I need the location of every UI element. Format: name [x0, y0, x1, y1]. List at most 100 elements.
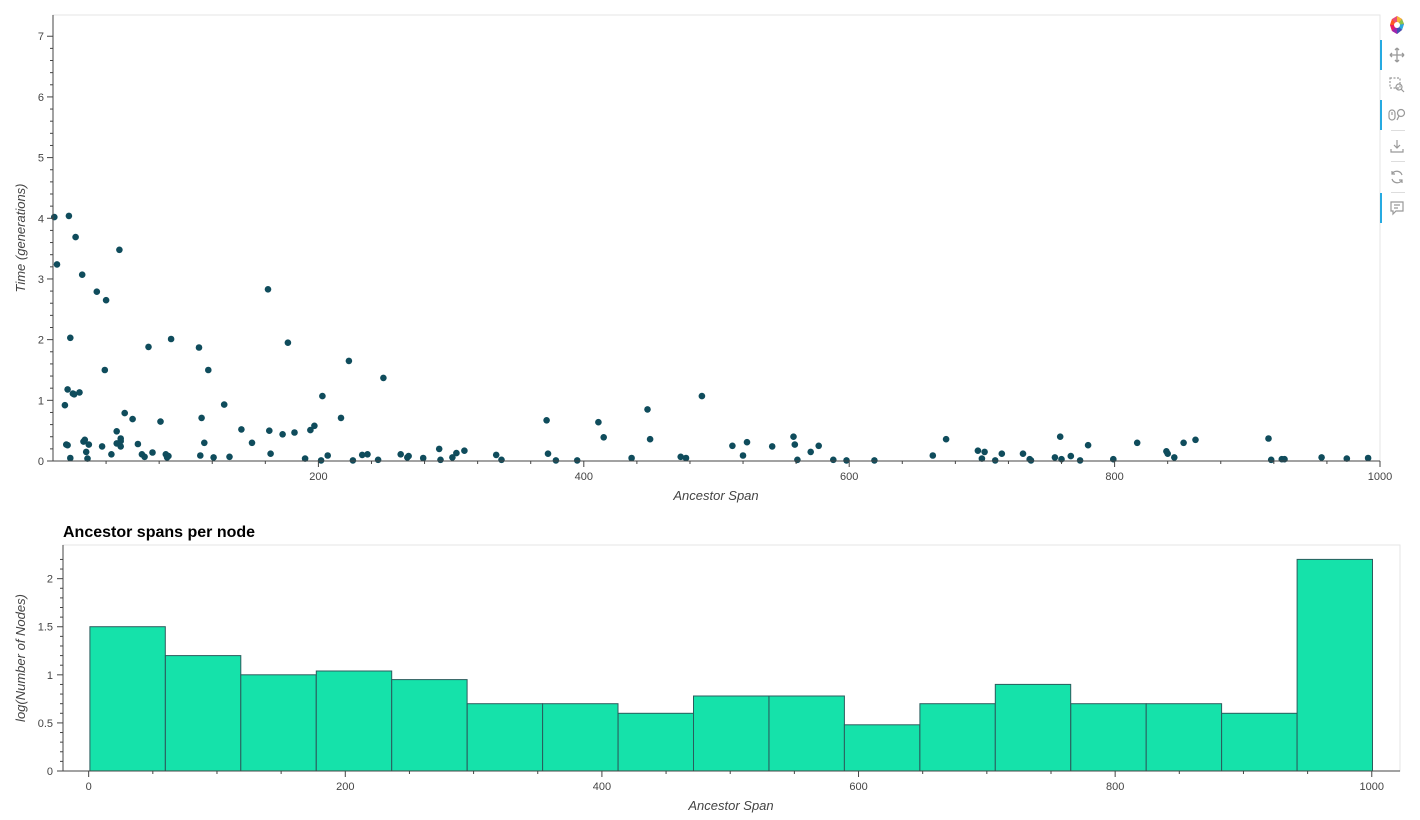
histogram-y-tick-label: 1.5 [38, 622, 53, 634]
reset-icon[interactable] [1382, 162, 1412, 192]
save-icon[interactable] [1382, 131, 1412, 161]
scatter-point [311, 422, 318, 430]
histogram-bar [1296, 558, 1373, 772]
scatter-point [600, 434, 607, 441]
scatter-point [197, 452, 204, 459]
scatter-x-ticks: 200 400 600 800 1000 [105, 461, 1392, 483]
scatter-point [85, 441, 93, 448]
histogram-y-tick-label: 2 [47, 574, 53, 586]
scatter-point [82, 448, 90, 456]
pan-icon[interactable] [1380, 40, 1412, 70]
scatter-point [492, 451, 500, 459]
bokeh-logo-icon[interactable] [1382, 10, 1412, 40]
histogram-x-tick-label: 800 [1106, 781, 1124, 793]
hover-icon[interactable] [1380, 193, 1412, 223]
scatter-point [1192, 436, 1199, 444]
scatter-point [1133, 439, 1141, 447]
scatter-point [116, 246, 123, 254]
scatter-x-tick-label: 800 [1105, 471, 1123, 483]
histogram-x-tick-label: 1000 [1360, 781, 1384, 793]
scatter-y-tick-label: 7 [38, 31, 44, 43]
scatter-point [98, 443, 106, 450]
histogram-bar [89, 626, 166, 772]
scatter-point [729, 442, 736, 450]
histogram-bar [617, 712, 694, 772]
histogram-plot[interactable]: Ancestor spans per node 0 200 400 600 800 100… [13, 524, 1401, 813]
scatter-point [1084, 441, 1092, 449]
scatter-point [790, 433, 797, 441]
scatter-y-tick-label: 6 [38, 92, 44, 104]
histogram-bar [843, 724, 921, 772]
scatter-x-tick-label: 1000 [1368, 471, 1392, 483]
wheel-zoom-icon[interactable] [1380, 100, 1412, 130]
scatter-x-tick-label: 400 [575, 471, 593, 483]
scatter-point [284, 339, 292, 347]
scatter-point [61, 401, 69, 409]
scatter-point [358, 451, 366, 459]
histogram-y-tick-label: 0 [47, 766, 53, 778]
scatter-point [201, 439, 208, 447]
scatter-y-tick-label: 0 [38, 456, 44, 468]
scatter-point [102, 296, 110, 304]
histogram-bar [164, 655, 242, 772]
scatter-point [843, 457, 850, 464]
scatter-point [929, 452, 937, 459]
scatter-point [1056, 433, 1064, 441]
scatter-frame [52, 14, 1381, 462]
scatter-point [81, 436, 89, 444]
scatter-point [677, 453, 684, 461]
scatter-x-axis-title: Ancestor Span [672, 488, 758, 503]
scatter-x-tick-label: 200 [309, 471, 327, 483]
histogram-bar [542, 703, 619, 772]
histogram-bar [994, 683, 1072, 772]
scatter-point [595, 418, 602, 426]
scatter-point [157, 418, 164, 425]
scatter-point [198, 414, 205, 422]
scatter-point [279, 431, 286, 438]
box-zoom-icon[interactable] [1382, 70, 1412, 100]
scatter-point [108, 451, 115, 458]
scatter-point [437, 456, 444, 464]
scatter-point [248, 439, 256, 447]
scatter-point [324, 452, 332, 459]
scatter-point [101, 366, 109, 374]
scatter-y-tick-label: 3 [38, 274, 44, 286]
histogram-x-tick-label: 600 [849, 781, 867, 793]
scatter-point [345, 357, 353, 365]
histogram-y-ticks: 0 0.5 1 1.5 2 [38, 558, 63, 778]
scatter-point [301, 455, 309, 462]
scatter-point [238, 426, 245, 433]
scatter-point [374, 456, 382, 464]
histogram-bar [1145, 703, 1223, 772]
scatter-point [453, 449, 460, 457]
scatter-point [1180, 439, 1187, 447]
scatter-point [93, 288, 101, 296]
scatter-y-tick-label: 1 [38, 395, 44, 407]
scatter-point [435, 445, 443, 453]
scatter-point [307, 426, 314, 434]
scatter-point [807, 448, 814, 456]
scatter-point [698, 392, 706, 400]
scatter-point [165, 452, 172, 460]
scatter-point [134, 440, 142, 448]
scatter-point [815, 442, 822, 450]
histogram-bar [391, 679, 468, 772]
scatter-point [65, 212, 73, 220]
histogram-x-tick-label: 0 [86, 781, 92, 793]
scatter-point [64, 441, 71, 449]
scatter-point [121, 409, 128, 417]
scatter-point [149, 449, 156, 456]
histogram-x-axis-title: Ancestor Span [687, 798, 773, 813]
histogram-x-ticks: 0 200 400 600 800 1000 [86, 771, 1384, 793]
scatter-point [129, 415, 136, 423]
histogram-bar [315, 670, 393, 772]
histogram-bar [1221, 712, 1298, 772]
scatter-point [1164, 450, 1171, 458]
toolbar-separator [1391, 130, 1405, 131]
scatter-point [981, 448, 988, 456]
scatter-point [72, 233, 79, 241]
scatter-y-tick-label: 4 [38, 213, 44, 225]
scatter-point [794, 456, 801, 464]
